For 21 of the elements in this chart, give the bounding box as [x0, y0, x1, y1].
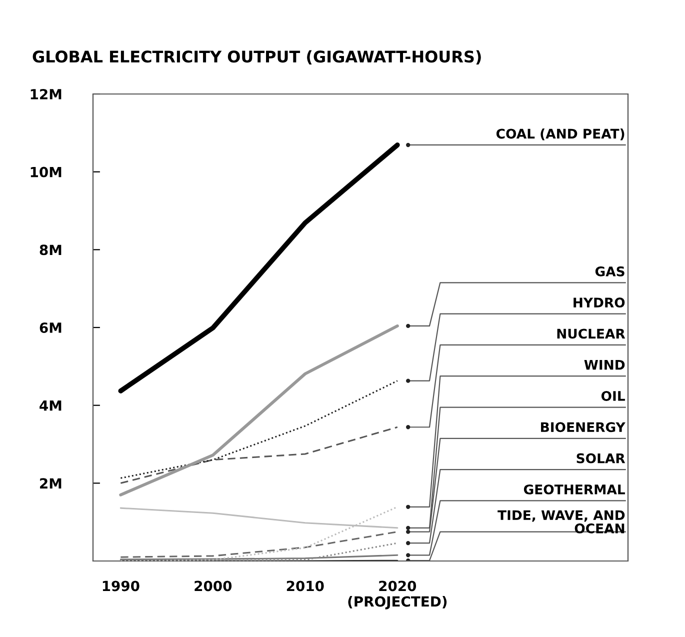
- text: HYDRO: [574, 298, 625, 308]
- x-tick-label: 2010: [286, 580, 324, 592]
- y-tick-label: 6M: [40, 322, 62, 333]
- text: COAL (AND PEAT): [496, 128, 624, 140]
- x-tick-label: 2020 (PROJECTED): [348, 580, 447, 610]
- y-tick-label: 12M: [30, 88, 62, 100]
- text: OIL: [601, 390, 625, 401]
- text: TIDE, WAVE, AND OCEAN: [498, 510, 625, 534]
- y-tick-label: 2M: [40, 478, 62, 488]
- text: NUCLEAR: [557, 328, 626, 339]
- x-tick-label: 2000: [194, 580, 232, 592]
- text: SOLAR: [576, 453, 626, 464]
- text: BIOENERGY: [541, 422, 626, 432]
- text: GEOTHERMAL: [524, 484, 625, 494]
- y-tick-label: 8M: [40, 244, 62, 256]
- y-tick-label: 4M: [40, 400, 62, 411]
- x-tick-label: 1990: [102, 580, 140, 592]
- y-tick-label: 10M: [30, 166, 62, 178]
- chart-title: GLOBAL ELECTRICITY OUTPUT (GIGAWATT-HOURS): [32, 50, 481, 65]
- text: WIND: [584, 360, 625, 370]
- text: GAS: [595, 266, 624, 276]
